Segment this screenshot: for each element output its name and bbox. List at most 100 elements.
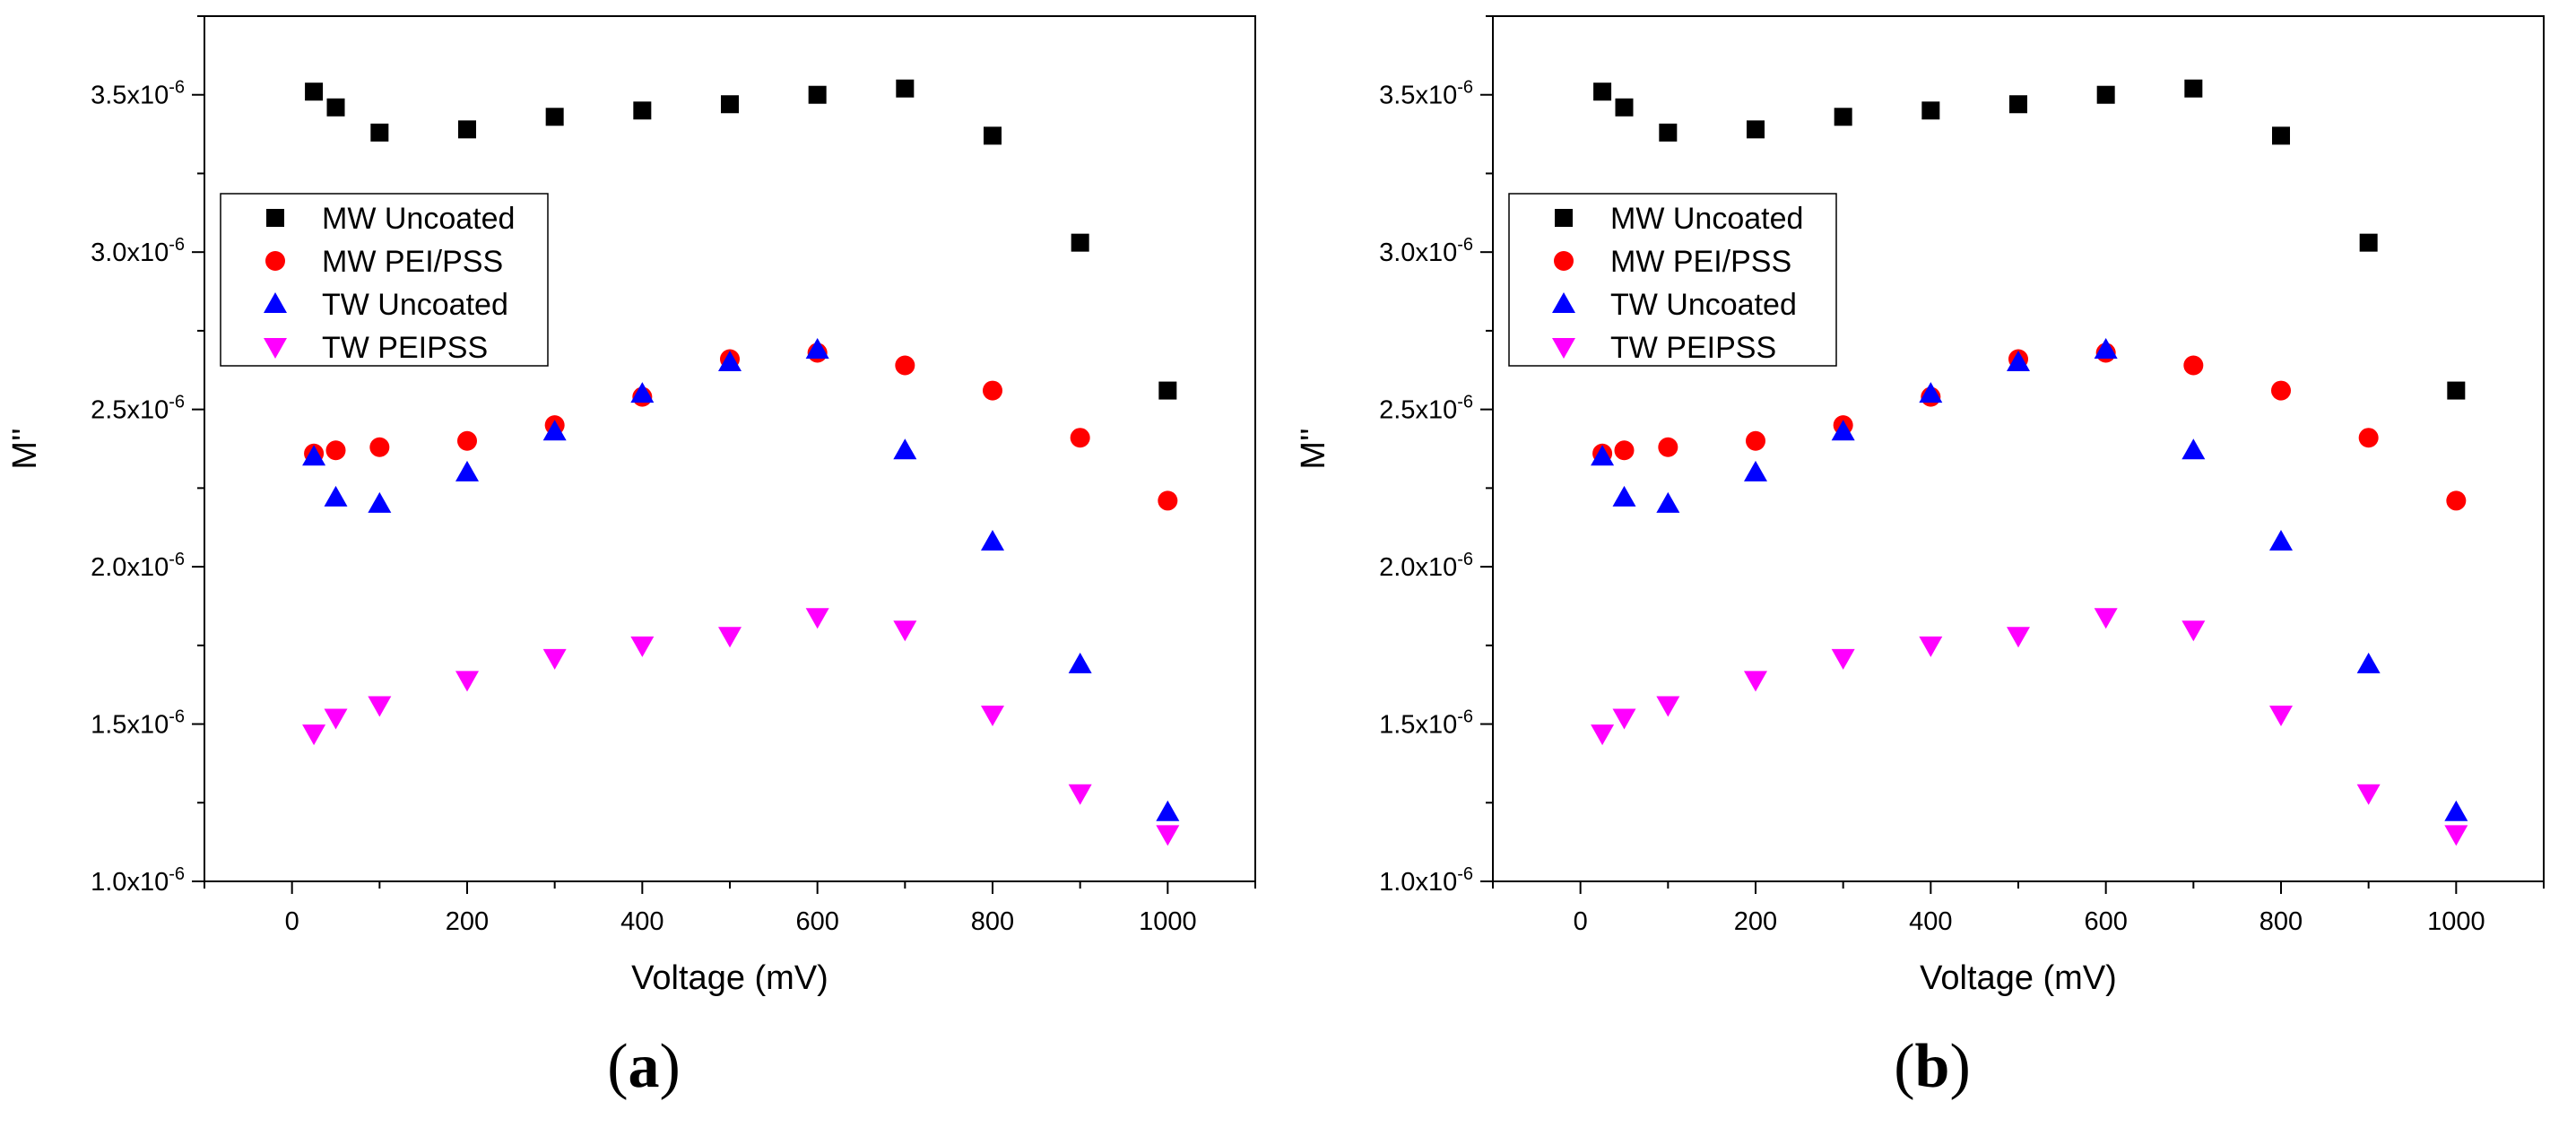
- chart-b-point-mw-uncoated: [2096, 85, 2115, 104]
- chart-b-point-tw-uncoated: [2181, 438, 2206, 460]
- chart-a-point-mw-uncoated: [545, 108, 564, 126]
- chart-b-x-tick-label: 200: [1734, 907, 1777, 936]
- chart-b-point-tw-peipss: [1591, 724, 1615, 746]
- chart-a-point-tw-uncoated: [368, 491, 392, 513]
- chart-b-point-mw-uncoated: [1615, 98, 1634, 117]
- chart-b-point-tw-uncoated: [1744, 460, 1767, 481]
- chart-b-point-tw-peipss: [1656, 696, 1680, 717]
- chart-b-point-mw-pei-pss: [2358, 428, 2379, 448]
- chart-b-legend-marker: [1552, 292, 1575, 313]
- chart-b-point-tw-uncoated: [1831, 420, 1855, 441]
- chart-b-point-tw-uncoated: [2007, 351, 2030, 371]
- chart-a-point-tw-uncoated: [630, 382, 655, 403]
- chart-a-point-tw-uncoated: [542, 420, 567, 441]
- chart-panel-b: 0 200 400 600 800 1000 1.0x10-6 1.5x10-6 2.0x10-…: [1288, 0, 2576, 1136]
- chart-b-point-mw-pei-pss: [2271, 380, 2291, 401]
- chart-a-point-mw-uncoated: [633, 101, 652, 120]
- chart-b-point-tw-uncoated: [1612, 485, 1636, 507]
- chart-a-y-tick-label: 3.0x10-6: [91, 235, 185, 267]
- chart-b-legend-marker: [1554, 251, 1574, 271]
- chart-a-point-tw-peipss: [1068, 784, 1092, 805]
- chart-b-point-tw-uncoated: [1919, 382, 1943, 403]
- chart-a-point-tw-uncoated: [324, 485, 348, 507]
- chart-a-y-tick-label: 2.0x10-6: [91, 550, 185, 582]
- chart-a-point-tw-peipss: [718, 627, 742, 648]
- chart-b-point-mw-uncoated: [1593, 82, 1612, 101]
- chart-a-point-mw-uncoated: [370, 123, 389, 142]
- chart-b-point-tw-peipss: [1612, 708, 1636, 730]
- chart-b-y-tick-label: 1.0x10-6: [1379, 864, 1473, 897]
- chart-a-x-tick-label: 800: [971, 907, 1014, 936]
- chart-b-x-tick-label: 600: [2084, 907, 2127, 936]
- chart-b-y-axis-title: M'': [1295, 428, 1332, 469]
- chart-a-legend-marker: [265, 251, 285, 271]
- chart-b-legend-label: TW PEIPSS: [1610, 331, 1776, 365]
- chart-b-point-tw-uncoated: [2444, 800, 2468, 821]
- chart-b-legend-marker: [1552, 338, 1575, 359]
- chart-panel-a: 0 200 400 600 800 1000 1.0x10-6 1.5x10-6 2.0x10-…: [6, 15, 1256, 1101]
- chart-a-point-tw-uncoated: [1156, 800, 1180, 821]
- chart-b-point-tw-uncoated: [2269, 530, 2293, 551]
- chart-b-point-tw-peipss: [1919, 636, 1943, 657]
- chart-b-x-tick-label: 0: [1574, 907, 1588, 936]
- chart-b-point-mw-uncoated: [2272, 126, 2290, 145]
- chart-a-point-mw-uncoated: [808, 85, 827, 104]
- chart-a-x-tick-label: 0: [285, 907, 299, 936]
- chart-a-point-tw-uncoated: [455, 460, 479, 481]
- chart-b-point-mw-uncoated: [1834, 108, 1852, 126]
- scatter-chart-b: 0 200 400 600 800 1000 1.0x10-6 1.5x10-6 2.0x10-…: [1295, 15, 2545, 997]
- chart-a-point-tw-uncoated: [805, 337, 829, 359]
- chart-a-y-tick-label: 2.5x10-6: [91, 393, 185, 425]
- chart-a-legend-label: TW Uncoated: [322, 288, 508, 322]
- chart-b-point-tw-uncoated: [2356, 652, 2381, 673]
- chart-a-point-mw-uncoated: [721, 95, 739, 114]
- chart-a-point-mw-pei-pss: [1158, 490, 1178, 511]
- chart-a-x-tick-label: 1000: [1139, 907, 1197, 936]
- chart-a-point-tw-peipss: [455, 671, 479, 692]
- chart-b-y-tick-label: 3.5x10-6: [1379, 78, 1473, 110]
- chart-b-point-tw-peipss: [2444, 825, 2468, 846]
- chart-a-point-mw-uncoated: [984, 126, 1002, 145]
- chart-a-point-tw-uncoated: [302, 445, 326, 466]
- chart-a-point-mw-uncoated: [896, 79, 915, 98]
- chart-b-x-tick-label: 1000: [2427, 907, 2485, 936]
- chart-a-point-tw-peipss: [368, 696, 392, 717]
- chart-b-y-tick-label: 1.5x10-6: [1379, 707, 1473, 740]
- chart-b-point-mw-pei-pss: [1746, 430, 1765, 451]
- chart-b-point-tw-uncoated: [1591, 445, 1615, 466]
- chart-b-point-mw-pei-pss: [1614, 440, 1635, 461]
- chart-a-point-tw-peipss: [1156, 825, 1180, 846]
- chart-b-point-tw-peipss: [2007, 627, 2030, 648]
- chart-b-point-mw-uncoated: [2184, 79, 2203, 98]
- chart-b-legend-label: TW Uncoated: [1610, 288, 1797, 322]
- chart-b-legend-label: MW PEI/PSS: [1610, 245, 1791, 279]
- chart-a-point-mw-pei-pss: [325, 440, 346, 461]
- chart-a-point-mw-uncoated: [458, 120, 476, 139]
- chart-a-legend-label: MW Uncoated: [322, 202, 515, 236]
- chart-b-point-mw-uncoated: [2009, 95, 2027, 114]
- chart-a-x-tick-label: 600: [795, 907, 838, 936]
- chart-a-point-mw-uncoated: [1071, 233, 1089, 252]
- chart-b-x-tick-label: 800: [2259, 907, 2303, 936]
- chart-b-point-tw-uncoated: [2094, 337, 2118, 359]
- chart-b-legend-label: MW Uncoated: [1610, 202, 1803, 236]
- chart-b-plot-frame: [1492, 15, 2545, 882]
- chart-b-point-mw-uncoated: [1921, 101, 1940, 120]
- chart-a-point-mw-uncoated: [1158, 381, 1177, 400]
- chart-a-point-tw-uncoated: [893, 438, 917, 460]
- chart-b-point-tw-peipss: [2094, 608, 2118, 629]
- chart-a-point-tw-uncoated: [1068, 652, 1092, 673]
- chart-a-point-tw-peipss: [542, 648, 567, 670]
- panel-a-caption: (a): [607, 1032, 681, 1101]
- chart-a-x-axis-title: Voltage (mV): [631, 959, 828, 997]
- chart-a-y-tick-label: 1.0x10-6: [91, 864, 185, 897]
- chart-b-y-tick-label: 2.5x10-6: [1379, 393, 1473, 425]
- chart-a-point-mw-pei-pss: [983, 380, 1002, 401]
- chart-b-point-mw-uncoated: [1747, 120, 1765, 139]
- chart-a-point-mw-pei-pss: [1070, 428, 1090, 448]
- chart-b-point-mw-pei-pss: [2183, 355, 2204, 376]
- chart-b-point-mw-pei-pss: [2446, 490, 2467, 511]
- chart-a-point-tw-peipss: [981, 706, 1004, 727]
- chart-b-point-tw-peipss: [1831, 648, 1855, 670]
- chart-a-x-tick-label: 400: [620, 907, 664, 936]
